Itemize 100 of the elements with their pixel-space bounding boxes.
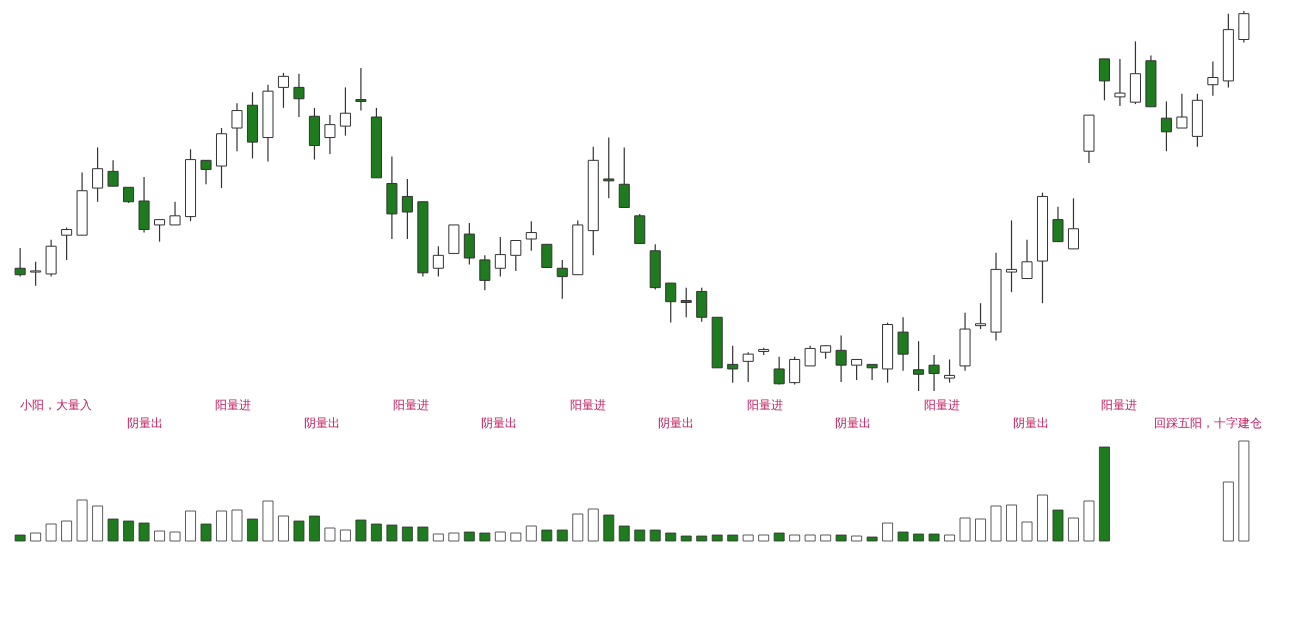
- candlestick: [541, 243, 553, 269]
- bar: [603, 514, 615, 542]
- bar: [401, 526, 413, 542]
- bar: [773, 532, 785, 542]
- bar: [510, 532, 522, 542]
- candlestick: [355, 67, 367, 112]
- candlestick: [556, 259, 568, 300]
- bar: [494, 531, 506, 542]
- bar: [572, 513, 584, 542]
- bar: [835, 534, 847, 542]
- bar: [556, 529, 568, 542]
- bar: [293, 520, 305, 542]
- candlestick: [61, 227, 73, 261]
- bar: [324, 527, 336, 542]
- bar: [61, 520, 73, 542]
- candlestick: [1207, 60, 1219, 97]
- bar: [169, 531, 181, 542]
- bar: [185, 510, 196, 542]
- bar: [200, 523, 212, 542]
- bar: [154, 530, 165, 542]
- text: 阴量出: [126, 416, 163, 430]
- text: 阳量进: [392, 398, 429, 412]
- bar: [278, 515, 289, 542]
- text: 小阳，大量入: [20, 398, 93, 412]
- bar: [1068, 517, 1079, 542]
- candlestick: [169, 201, 181, 226]
- candlestick: [92, 146, 104, 203]
- bar: [711, 534, 723, 542]
- bar: [928, 533, 940, 542]
- bar: [758, 534, 770, 542]
- bar: [587, 508, 599, 542]
- candlestick: [913, 340, 925, 392]
- bar: [339, 529, 351, 542]
- bar: [417, 526, 429, 542]
- candlestick: [944, 358, 956, 384]
- bar: [866, 536, 878, 542]
- bar: [634, 529, 646, 542]
- candlestick: [14, 247, 26, 278]
- candlestick: [510, 239, 522, 272]
- candlestick: [789, 356, 801, 386]
- candlestick: [975, 302, 987, 330]
- candlestick: [804, 345, 816, 367]
- bar: [851, 535, 863, 542]
- bar: [1021, 521, 1033, 542]
- candlestick: [851, 358, 863, 381]
- bar: [727, 534, 739, 542]
- candlestick: [107, 159, 119, 187]
- bar: [665, 532, 677, 542]
- bar: [386, 524, 398, 542]
- candlestick: [432, 245, 444, 278]
- bar: [696, 535, 708, 542]
- candlestick: [603, 136, 615, 199]
- text: 阴量出: [304, 416, 340, 430]
- candlestick: [200, 159, 212, 185]
- candlestick: [1067, 197, 1080, 250]
- candlestick: [324, 114, 336, 155]
- candlestick: [727, 345, 739, 384]
- bar: [1037, 494, 1048, 542]
- candlestick: [742, 351, 754, 383]
- candlestick: [897, 316, 909, 372]
- text: 阳量进: [1101, 398, 1138, 412]
- candlestick: [1114, 58, 1126, 107]
- bar: [944, 534, 955, 542]
- bar: [649, 529, 661, 542]
- bar: [138, 522, 150, 542]
- candlestick: [665, 282, 677, 324]
- candlestick: [479, 254, 491, 291]
- candlestick: [866, 363, 878, 381]
- candlestick: [277, 72, 289, 109]
- text: 回踩五阳，十字建仓: [1153, 416, 1262, 430]
- candlestick: [293, 73, 305, 118]
- bar: [742, 534, 754, 542]
- bar: [216, 510, 227, 542]
- bar: [913, 533, 925, 542]
- candlestick: [1005, 219, 1018, 293]
- bar: [990, 505, 1002, 542]
- bar: [882, 522, 894, 542]
- text: 阴量出: [835, 416, 872, 430]
- bar: [370, 523, 382, 542]
- bar: [1099, 446, 1110, 542]
- text: 阳量进: [569, 398, 606, 412]
- bar: [680, 535, 692, 542]
- bar: [789, 534, 801, 542]
- candlestick: [231, 102, 243, 152]
- bar: [355, 519, 367, 542]
- bar: [975, 518, 986, 542]
- bar: [432, 533, 444, 542]
- bar: [479, 532, 491, 542]
- bar: [14, 534, 26, 542]
- text: 阳量进: [746, 398, 783, 412]
- bar: [309, 515, 320, 542]
- bar: [820, 534, 832, 542]
- bar: [123, 520, 134, 542]
- bar: [45, 523, 57, 542]
- bar: [1006, 504, 1017, 542]
- text: 阴量出: [1012, 416, 1049, 430]
- bar: [262, 500, 274, 542]
- candlestick: [1021, 239, 1033, 280]
- text: 阳量进: [924, 398, 960, 412]
- bar: [804, 534, 816, 542]
